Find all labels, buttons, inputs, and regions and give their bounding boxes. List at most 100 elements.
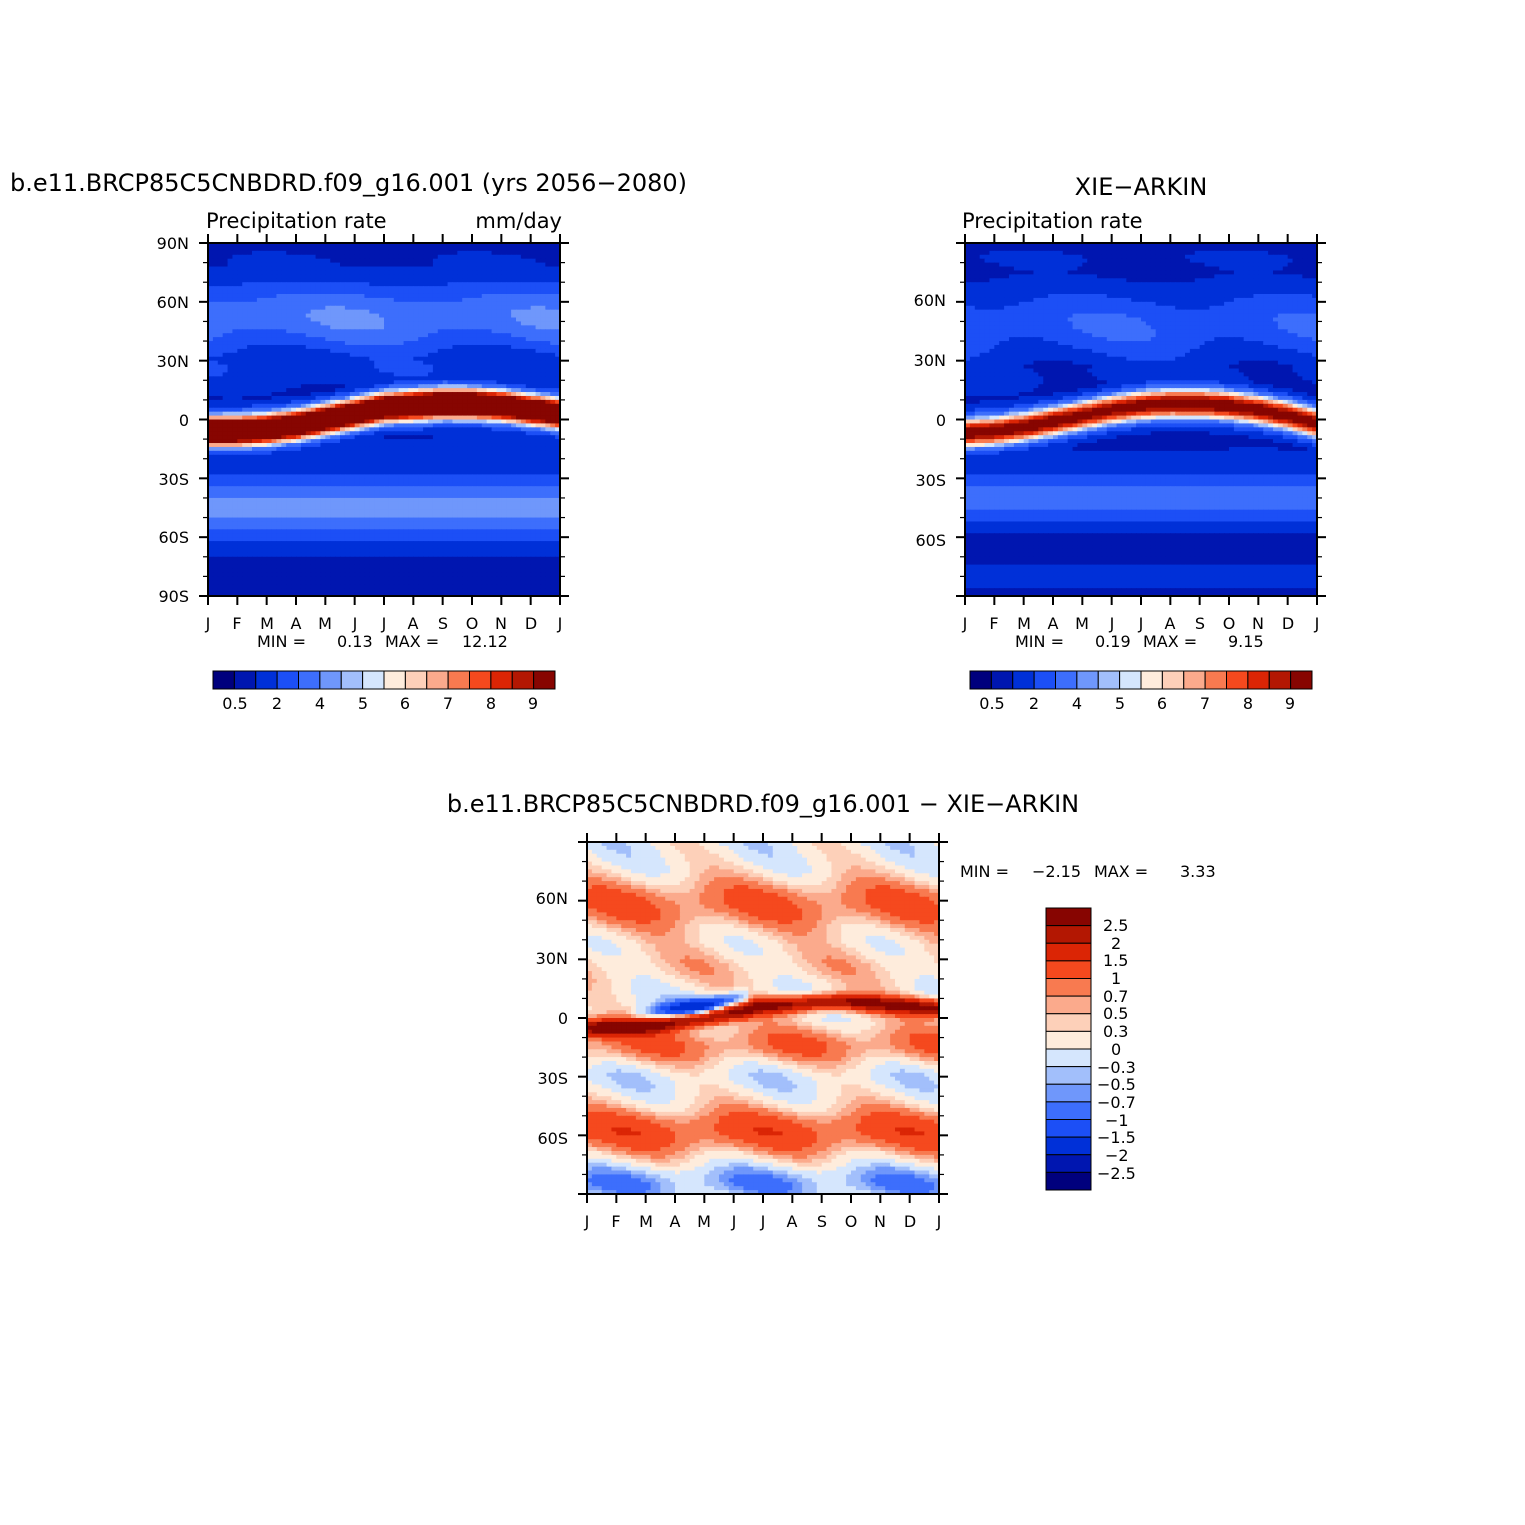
- heatmap-cell: [448, 474, 453, 479]
- heatmap-cell: [423, 451, 428, 456]
- heatmap-cell: [516, 478, 521, 483]
- heatmap-cell: [232, 321, 237, 326]
- heatmap-cell: [272, 376, 277, 381]
- heatmap-cell: [257, 494, 262, 499]
- heatmap-cell: [467, 361, 472, 366]
- heatmap-cell: [443, 490, 448, 495]
- heatmap-cell: [423, 251, 428, 256]
- heatmap-cell: [423, 416, 428, 421]
- heatmap-cell: [550, 388, 555, 393]
- heatmap-cell: [550, 247, 555, 252]
- heatmap-cell: [218, 376, 223, 381]
- heatmap-cell: [237, 290, 242, 295]
- heatmap-cell: [311, 423, 316, 428]
- heatmap-cell: [418, 482, 423, 487]
- heatmap-cell: [433, 247, 438, 252]
- heatmap-cell: [477, 416, 482, 421]
- heatmap-cell: [536, 290, 541, 295]
- heatmap-cell: [408, 502, 413, 507]
- heatmap-cell: [355, 455, 360, 460]
- heatmap-cell: [467, 255, 472, 260]
- heatmap-cell: [218, 439, 223, 444]
- heatmap-cell: [399, 349, 404, 354]
- heatmap-cell: [540, 369, 545, 374]
- heatmap-cell: [272, 514, 277, 519]
- heatmap-cell: [418, 263, 423, 268]
- heatmap-cell: [281, 376, 286, 381]
- heatmap-cell: [501, 274, 506, 279]
- heatmap-cell: [501, 286, 506, 291]
- heatmap-cell: [316, 255, 321, 260]
- heatmap-cell: [545, 247, 550, 252]
- heatmap-cell: [228, 416, 233, 421]
- heatmap-cell: [399, 467, 404, 472]
- heatmap-cell: [286, 294, 291, 299]
- heatmap-cell: [325, 451, 330, 456]
- heatmap-cell: [389, 423, 394, 428]
- heatmap-cell: [428, 333, 433, 338]
- heatmap-cell: [306, 270, 311, 275]
- heatmap-cell: [291, 376, 296, 381]
- heatmap-cell: [545, 282, 550, 287]
- heatmap-cell: [267, 369, 272, 374]
- heatmap-cell: [223, 470, 228, 475]
- heatmap-cell: [345, 361, 350, 366]
- heatmap-cell: [389, 263, 394, 268]
- heatmap-cell: [452, 478, 457, 483]
- heatmap-cell: [452, 259, 457, 264]
- heatmap-cell: [394, 259, 399, 264]
- heatmap-cell: [516, 506, 521, 511]
- heatmap-cell: [433, 459, 438, 464]
- heatmap-cell: [492, 329, 497, 334]
- heatmap-cell: [272, 388, 277, 393]
- heatmap-cell: [482, 310, 487, 315]
- heatmap-cell: [413, 486, 418, 491]
- heatmap-cell: [477, 314, 482, 319]
- heatmap-cell: [428, 341, 433, 346]
- heatmap-cell: [428, 439, 433, 444]
- heatmap-cell: [399, 267, 404, 272]
- heatmap-cell: [311, 478, 316, 483]
- heatmap-cell: [487, 486, 492, 491]
- heatmap-cell: [247, 376, 252, 381]
- heatmap-cell: [428, 318, 433, 323]
- heatmap-cell: [423, 478, 428, 483]
- heatmap-cell: [516, 470, 521, 475]
- heatmap-cell: [311, 392, 316, 397]
- heatmap-cell: [364, 455, 369, 460]
- heatmap-cell: [320, 404, 325, 409]
- heatmap-cell: [404, 435, 409, 440]
- heatmap-cell: [291, 416, 296, 421]
- heatmap-cell: [457, 286, 462, 291]
- heatmap-cell: [404, 255, 409, 260]
- heatmap-cell: [257, 482, 262, 487]
- heatmap-cell: [404, 353, 409, 358]
- heatmap-cell: [374, 431, 379, 436]
- heatmap-cell: [247, 278, 252, 283]
- heatmap-cell: [379, 333, 384, 338]
- heatmap-cell: [296, 404, 301, 409]
- heatmap-cell: [218, 506, 223, 511]
- heatmap-cell: [384, 392, 389, 397]
- heatmap-cell: [438, 470, 443, 475]
- heatmap-cell: [550, 341, 555, 346]
- heatmap-cell: [350, 345, 355, 350]
- heatmap-cell: [443, 498, 448, 503]
- heatmap-cell: [213, 459, 218, 464]
- heatmap-cell: [501, 447, 506, 452]
- heatmap-cell: [531, 447, 536, 452]
- heatmap-cell: [477, 455, 482, 460]
- heatmap-cell: [311, 431, 316, 436]
- heatmap-cell: [237, 443, 242, 448]
- heatmap-cell: [364, 478, 369, 483]
- heatmap-cell: [306, 447, 311, 452]
- heatmap-cell: [374, 255, 379, 260]
- heatmap-cell: [374, 400, 379, 405]
- heatmap-cell: [399, 298, 404, 303]
- heatmap-cell: [311, 353, 316, 358]
- heatmap-cell: [487, 274, 492, 279]
- heatmap-cell: [345, 294, 350, 299]
- heatmap-cell: [340, 384, 345, 389]
- heatmap-cell: [228, 502, 233, 507]
- heatmap-cell: [350, 467, 355, 472]
